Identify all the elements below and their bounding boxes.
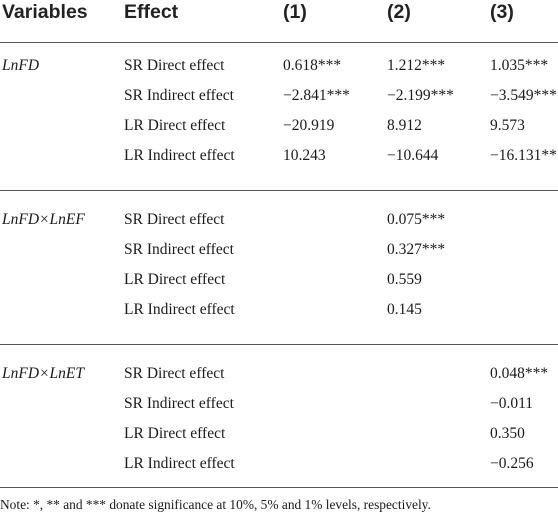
effect-label: SR Indirect effect: [124, 395, 234, 412]
header-col-2: (2): [387, 1, 411, 23]
value-cell-c3: −0.011: [490, 395, 534, 412]
value-cell-c2: −2.199***: [387, 87, 454, 104]
table-header: Variables Effect (1) (2) (3): [0, 0, 558, 42]
header-effect: Effect: [124, 1, 179, 23]
effect-label: LR Direct effect: [124, 271, 226, 288]
value-cell-c3: 9.573: [490, 117, 525, 134]
header-variables: Variables: [2, 1, 88, 23]
value-cell-c1: −20.919: [283, 117, 335, 134]
effect-label: SR Direct effect: [124, 57, 225, 74]
effect-label: LR Indirect effect: [124, 147, 235, 164]
value-cell-c3: −0.256: [490, 455, 534, 472]
header-col-1: (1): [283, 1, 307, 23]
effect-label: SR Indirect effect: [124, 87, 234, 104]
variable-label: LnFD×LnEF: [2, 211, 85, 228]
bottom-rule: [0, 487, 558, 488]
value-cell-c2: 0.327***: [387, 241, 446, 258]
value-cell-c3: −16.131**: [490, 147, 557, 164]
header-col-3: (3): [490, 1, 514, 23]
effect-label: SR Direct effect: [124, 211, 225, 228]
effect-label: SR Direct effect: [124, 365, 225, 382]
value-cell-c2: 0.559: [387, 271, 422, 288]
effect-label: LR Indirect effect: [124, 301, 235, 318]
value-cell-c3: 0.350: [490, 425, 525, 442]
value-cell-c1: 10.243: [283, 147, 326, 164]
value-cell-c3: −3.549***: [490, 87, 557, 104]
value-cell-c3: 1.035***: [490, 57, 549, 74]
effect-label: SR Indirect effect: [124, 241, 234, 258]
value-cell-c2: 0.145: [387, 301, 422, 318]
effect-label: LR Direct effect: [124, 117, 226, 134]
value-cell-c1: −2.841***: [283, 87, 350, 104]
table-note: Note: *, ** and *** donate significance …: [0, 497, 431, 512]
variable-label: LnFD×LnET: [2, 365, 84, 382]
value-cell-c3: 0.048***: [490, 365, 549, 382]
value-cell-c1: 0.618***: [283, 57, 342, 74]
variable-label: LnFD: [2, 57, 40, 74]
value-cell-c2: 8.912: [387, 117, 422, 134]
effect-label: LR Direct effect: [124, 425, 226, 442]
value-cell-c2: 0.075***: [387, 211, 446, 228]
value-cell-c2: −10.644: [387, 147, 439, 164]
effect-label: LR Indirect effect: [124, 455, 235, 472]
value-cell-c2: 1.212***: [387, 57, 446, 74]
group-separator-2: [0, 344, 558, 345]
header-rule: [0, 42, 558, 43]
group-separator-1: [0, 190, 558, 191]
